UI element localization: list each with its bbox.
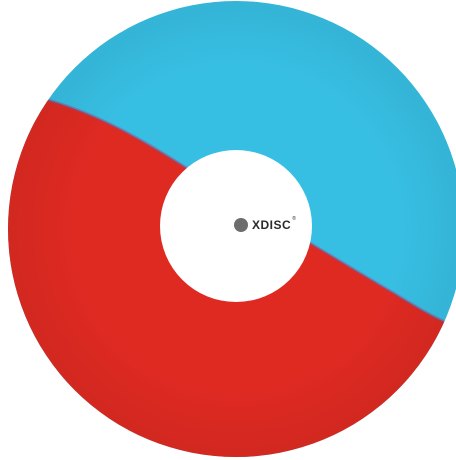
registered-mark: ® — [292, 215, 296, 222]
center-label: XDISC ® — [160, 150, 312, 302]
logo-dot — [234, 218, 248, 232]
brand-text: XDISC — [252, 218, 291, 232]
